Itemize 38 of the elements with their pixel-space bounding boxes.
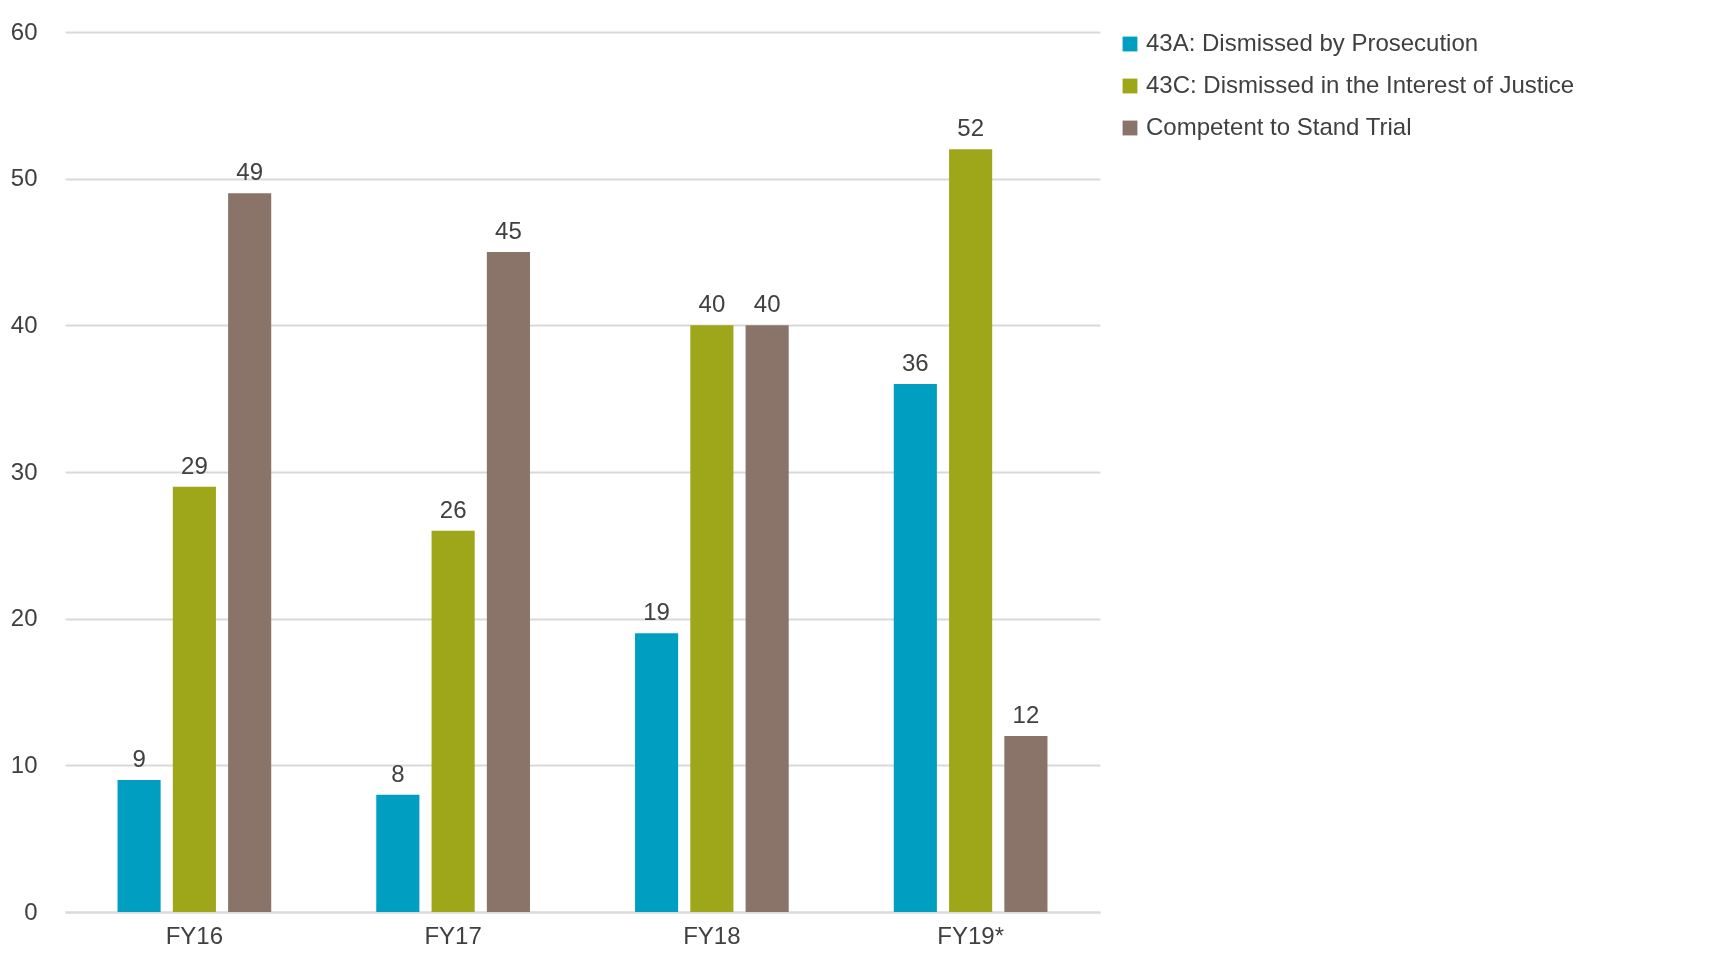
x-tick-label: FY17 — [424, 921, 482, 949]
y-tick-label: 0 — [24, 897, 38, 925]
data-label: 52 — [957, 114, 984, 142]
bar — [893, 384, 937, 912]
bar — [1004, 736, 1048, 912]
bar — [228, 193, 272, 912]
legend-label: Competent to Stand Trial — [1146, 113, 1412, 140]
bar — [117, 780, 161, 912]
x-tick-label: FY16 — [165, 921, 224, 949]
bar — [635, 633, 679, 912]
legend-label: 43A: Dismissed by Prosecution — [1146, 29, 1479, 56]
bar — [431, 530, 475, 912]
data-label: 45 — [495, 217, 522, 244]
data-label: 26 — [439, 495, 467, 523]
legend-label: 43C: Dismissed in the Interest of Justice — [1146, 71, 1575, 98]
y-tick-label: 30 — [10, 457, 38, 485]
y-tick-label: 60 — [10, 17, 38, 45]
bar — [172, 486, 216, 912]
data-label: 19 — [643, 598, 670, 626]
y-tick-label: 40 — [10, 310, 38, 338]
bar — [376, 794, 420, 912]
y-tick-label: 20 — [10, 604, 38, 632]
data-label: 49 — [236, 158, 264, 186]
data-label: 29 — [181, 451, 208, 479]
data-label: 9 — [132, 745, 146, 772]
bar — [745, 325, 789, 912]
bar — [486, 252, 530, 912]
data-label: 40 — [698, 290, 726, 318]
data-label: 40 — [753, 290, 781, 318]
x-tick-label: FY18 — [683, 921, 741, 949]
y-tick-label: 10 — [10, 750, 38, 778]
data-label: 36 — [901, 349, 929, 376]
data-label: 12 — [1012, 701, 1040, 728]
bar — [690, 325, 734, 912]
data-label: 8 — [391, 759, 405, 787]
x-tick-label: FY19* — [937, 921, 1004, 949]
bar — [949, 149, 993, 912]
y-tick-label: 50 — [10, 164, 38, 192]
